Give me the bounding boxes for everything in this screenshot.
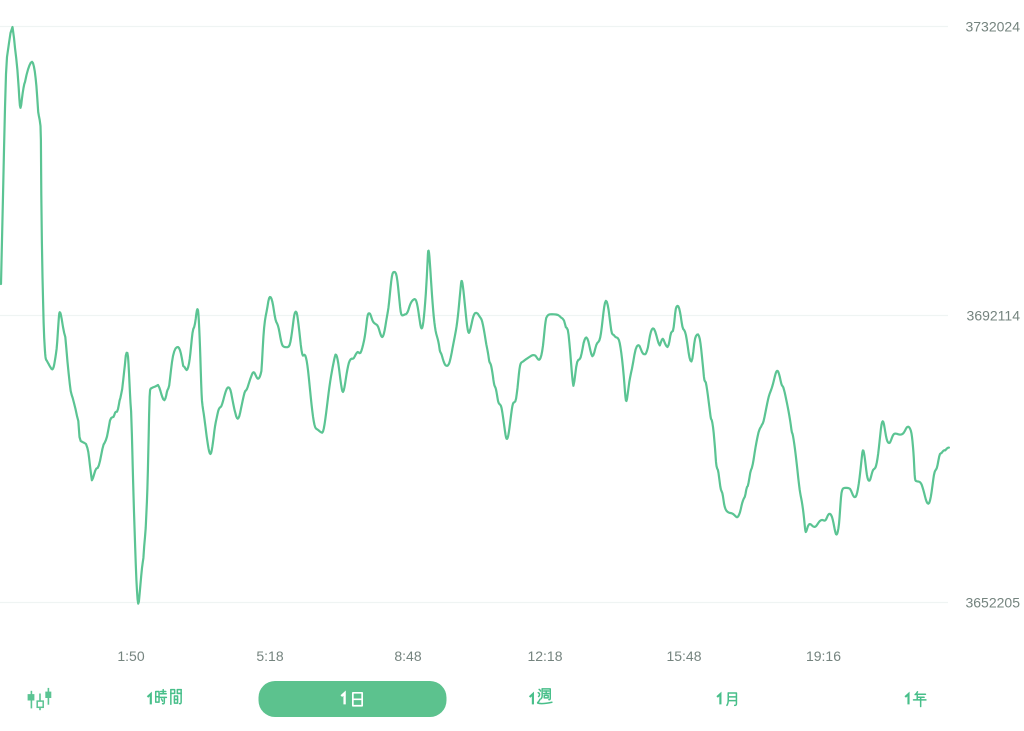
svg-text:3692114: 3692114	[967, 308, 1021, 324]
svg-text:5:18: 5:18	[256, 648, 283, 664]
svg-text:19:16: 19:16	[806, 648, 841, 664]
svg-text:15:48: 15:48	[666, 648, 701, 664]
svg-text:3732024: 3732024	[965, 19, 1020, 35]
svg-text:3652205: 3652205	[965, 595, 1020, 611]
svg-text:8:48: 8:48	[394, 648, 421, 664]
svg-text:12:18: 12:18	[527, 648, 562, 664]
svg-text:1:50: 1:50	[117, 648, 144, 664]
